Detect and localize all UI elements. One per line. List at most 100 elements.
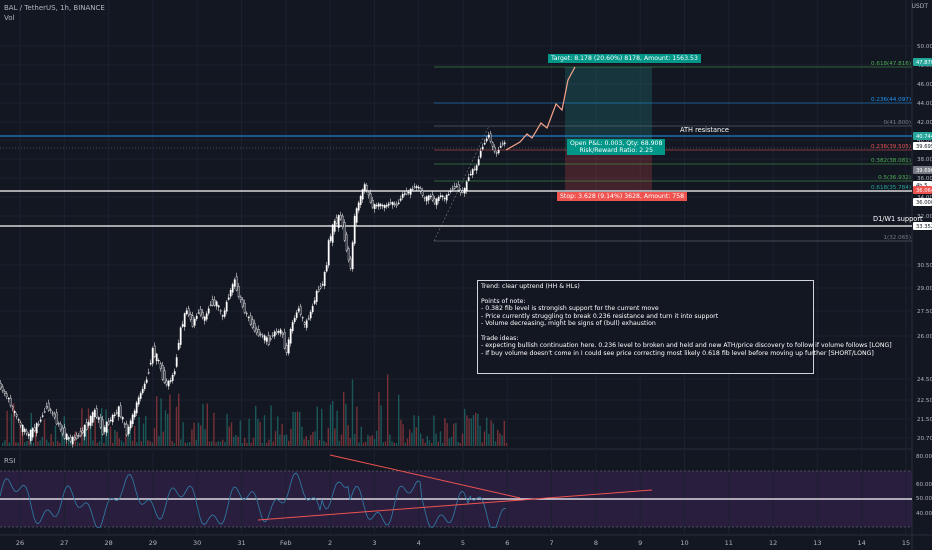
volume-bar <box>266 442 268 446</box>
volume-bar <box>54 425 57 446</box>
candle-body <box>261 335 264 337</box>
x-tick-label: 6 <box>505 539 509 547</box>
volume-bar <box>41 436 43 446</box>
x-tick-label: 8 <box>594 539 598 547</box>
volume-bar <box>292 411 294 446</box>
price-badge-label: 47.870 <box>916 60 932 66</box>
volume-bar <box>189 442 191 446</box>
candle-body <box>365 184 368 191</box>
candle-body <box>479 151 482 158</box>
support-label[interactable]: D1/W1 support <box>873 215 923 223</box>
volume-bar <box>10 413 13 446</box>
volume-bar <box>151 442 153 446</box>
candle-body <box>205 313 208 320</box>
volume-bar <box>411 432 413 446</box>
candle-body <box>69 436 72 442</box>
analysis-note[interactable]: Trend: clear uptrend (HH & HLs) Points o… <box>477 280 892 374</box>
candle-body <box>265 337 268 342</box>
candle-body <box>387 203 390 206</box>
candle-body <box>33 427 36 431</box>
price-badge-label: 36.064 <box>916 188 932 194</box>
volume-bar <box>173 442 175 446</box>
volume-bar <box>175 406 178 446</box>
volume-bar <box>35 429 37 446</box>
candle-body <box>457 184 460 191</box>
y-tick-label: 38.00 <box>917 157 932 163</box>
candle-body <box>227 297 230 300</box>
candle-body <box>89 416 92 426</box>
candle-body <box>405 191 408 195</box>
price-badge <box>913 142 932 150</box>
volume-bar <box>250 442 252 446</box>
candle-body <box>125 423 128 436</box>
x-tick-label: 5 <box>461 539 465 547</box>
note-line: - expecting bullish continuation here. 0… <box>481 342 892 350</box>
volume-bar <box>158 435 160 446</box>
candle-body <box>497 150 500 154</box>
candle-body <box>383 205 386 208</box>
candle-body <box>443 197 446 200</box>
candle-body <box>299 306 302 315</box>
volume-bar <box>477 413 479 446</box>
volume-bar <box>323 440 325 446</box>
volume-bar <box>26 440 28 446</box>
volume-bar <box>70 441 72 446</box>
candle-body <box>31 428 34 438</box>
rsi-line <box>0 472 507 528</box>
candle-body <box>195 315 198 320</box>
candle-body <box>305 320 308 328</box>
pnl-label[interactable]: Open P&L: 0.003, Qty: 68.908 Risk/Reward… <box>567 139 666 155</box>
candle-body <box>435 198 438 206</box>
fib-level-label: 0.236(44.097) <box>871 97 911 103</box>
volume-bar <box>90 416 92 446</box>
volume-bar <box>255 405 257 446</box>
candle-body <box>235 276 238 291</box>
volume-bar <box>65 442 68 446</box>
y-tick-label: 26.00 <box>917 334 932 340</box>
volume-bar <box>358 442 360 446</box>
candle-body <box>105 421 108 433</box>
candle-body <box>115 412 118 414</box>
volume-bar <box>316 406 318 446</box>
candle-body <box>339 214 342 220</box>
volume-bar <box>494 441 497 446</box>
volume-bar <box>43 419 46 446</box>
candle-body <box>427 195 430 201</box>
candle-body <box>409 188 412 195</box>
candle-body <box>359 196 362 205</box>
candle-body <box>211 299 214 306</box>
volume-bar <box>336 410 338 446</box>
volume-bar <box>296 411 299 446</box>
candle-body <box>41 415 44 417</box>
volume-bar <box>228 426 230 446</box>
candle-body <box>247 316 250 319</box>
ath-resistance-label[interactable]: ATH resistance <box>680 126 729 134</box>
x-tick-label: 31 <box>237 539 245 547</box>
y-tick-label: 27.50 <box>917 309 932 315</box>
volume-bar <box>314 431 316 446</box>
pnl-line-2: Risk/Reward Ratio: 2.25 <box>579 147 654 154</box>
pnl-line-1: Open P&L: 0.003, Qty: 68.908 <box>570 140 663 147</box>
candle-body <box>137 397 140 405</box>
target-label[interactable]: Target: 8.178 (20.60%) 8178, Amount: 156… <box>548 54 701 63</box>
volume-bar <box>206 403 208 446</box>
volume-bar <box>244 437 246 446</box>
candle-body <box>373 204 376 210</box>
stop-label[interactable]: Stop: 3.628 (9.14%) 3628, Amount: 758 <box>557 192 688 201</box>
candle-body <box>421 190 424 196</box>
note-line: - If buy volume doesn't come in I could … <box>481 349 874 357</box>
volume-bar <box>114 429 116 446</box>
volume-bar <box>490 420 492 446</box>
candle-body <box>489 133 492 142</box>
volume-bar <box>503 420 505 446</box>
volume-bar <box>349 438 351 446</box>
y-tick-label: 22.50 <box>917 398 932 404</box>
candle-body <box>375 204 378 207</box>
y-tick-label: 50.00 <box>917 44 932 50</box>
candle-body <box>165 380 168 385</box>
volume-bar <box>382 442 384 446</box>
candle-body <box>415 186 418 188</box>
volume-bar <box>321 408 323 446</box>
volume-bar <box>48 442 50 446</box>
